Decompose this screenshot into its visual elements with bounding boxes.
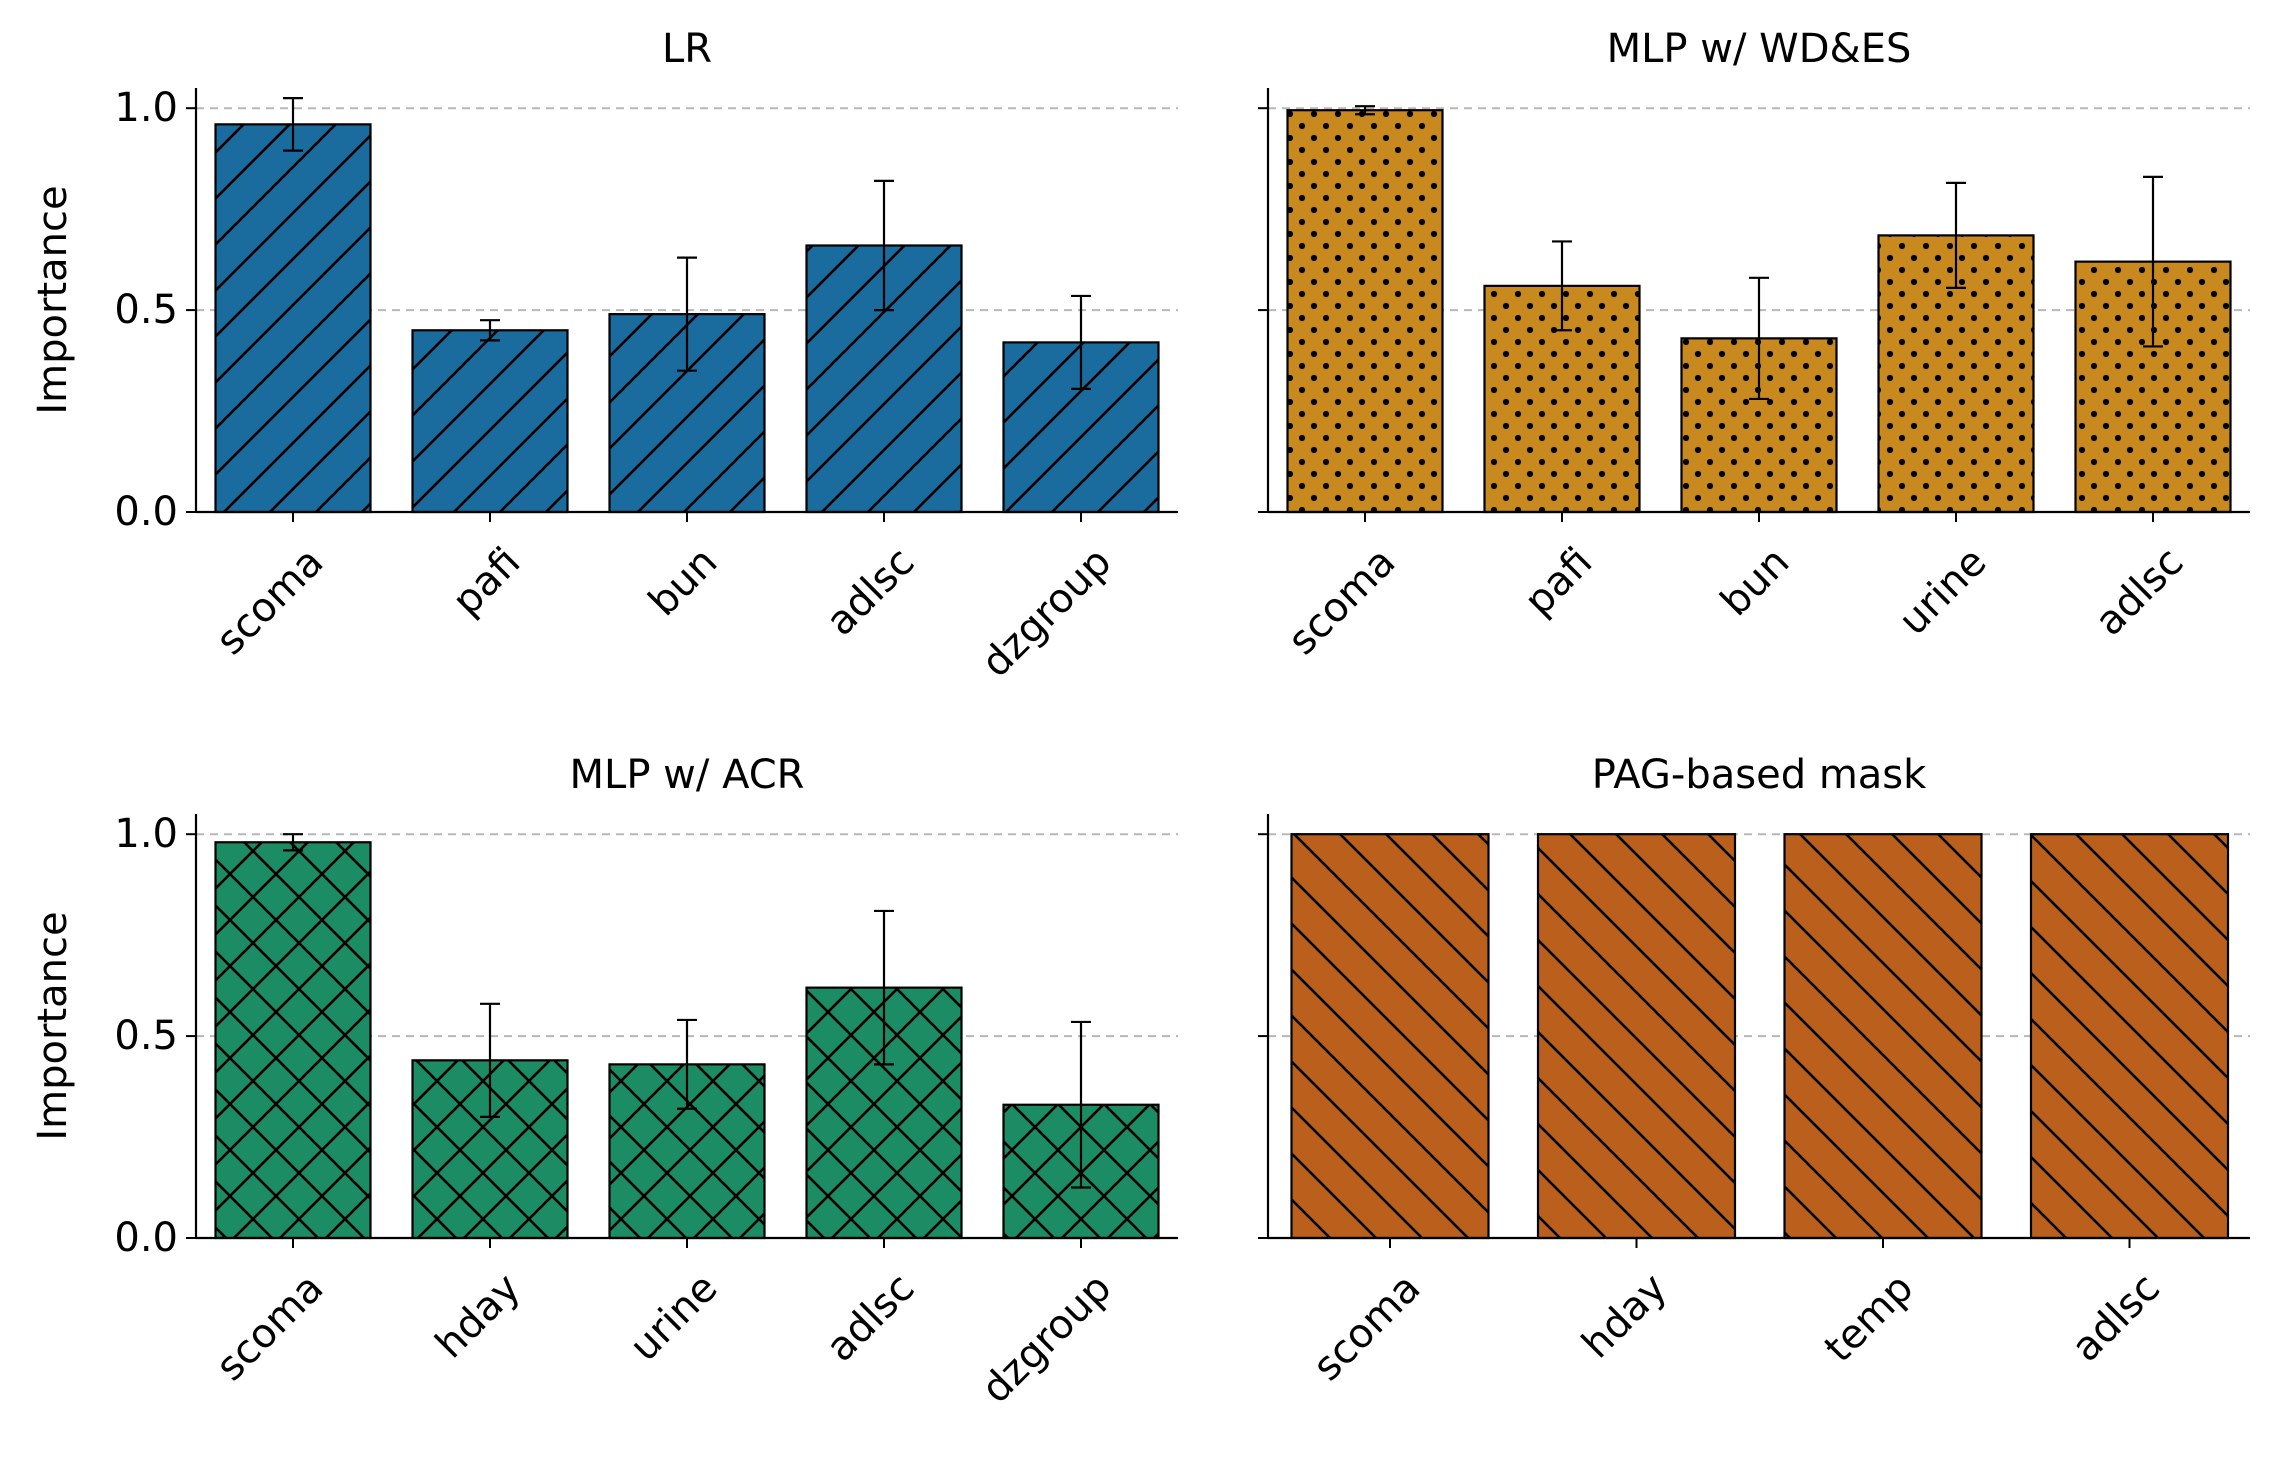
y-tick-label: 0.5 — [114, 287, 178, 333]
x-tick-label: pafi — [444, 539, 530, 625]
x-tick-label: scoma — [207, 1265, 332, 1390]
y-axis-label: Importance — [30, 185, 76, 414]
bar-hatch — [1290, 833, 1490, 1240]
x-tick-label: scoma — [1279, 539, 1404, 664]
x-tick-label: bun — [1712, 539, 1798, 625]
x-tick-label: adlsc — [817, 1265, 923, 1371]
x-tick-label: hday — [1573, 1265, 1675, 1367]
x-tick-label: dzgroup — [973, 1265, 1120, 1412]
x-tick-label: bun — [640, 539, 726, 625]
chart-panel: PAG-based mask scoma hday temp adlsc — [1258, 752, 2250, 1390]
chart-title: PAG-based mask — [1592, 752, 1927, 798]
x-tick-label: urine — [621, 1265, 726, 1370]
y-tick-label: 0.0 — [114, 489, 178, 535]
x-tick-label: temp — [1816, 1265, 1923, 1372]
y-tick-label: 0.5 — [114, 1013, 178, 1059]
x-tick-label: urine — [1890, 539, 1995, 644]
chart-panel: LR scoma pafi bun adlsc dzgroup 0.0 0.5 1.0 Impor… — [30, 26, 1178, 686]
chart-panel: MLP w/ ACR scoma hday urine adlsc dzgroup 0.0 0… — [30, 752, 1178, 1412]
chart-title: MLP w/ WD&ES — [1607, 26, 1912, 72]
y-tick-label: 1.0 — [114, 811, 178, 857]
bar-hatch — [214, 841, 372, 1240]
bar-hatch — [1783, 833, 1983, 1240]
y-axis-label: Importance — [30, 911, 76, 1140]
x-tick-label: adlsc — [817, 539, 923, 645]
x-tick-label: adlsc — [2063, 1265, 2169, 1371]
bar-hatch — [411, 329, 569, 514]
y-tick-label: 0.0 — [114, 1215, 178, 1261]
x-tick-label: pafi — [1516, 539, 1602, 625]
x-tick-label: hday — [427, 1265, 529, 1367]
chart-panel: MLP w/ WD&ES scoma pafi bun urine adlsc — [1258, 26, 2250, 664]
bar-hatch — [1536, 833, 1737, 1240]
bar-hatch — [2029, 833, 2230, 1240]
x-tick-label: adlsc — [2086, 539, 2192, 645]
chart-title: MLP w/ ACR — [570, 752, 805, 798]
chart-title: LR — [662, 26, 712, 72]
bar-hatch — [214, 123, 372, 514]
x-tick-label: scoma — [1304, 1265, 1429, 1390]
x-tick-label: dzgroup — [973, 539, 1120, 686]
x-tick-label: scoma — [207, 539, 332, 664]
bar-hatch — [1286, 109, 1444, 514]
y-tick-label: 1.0 — [114, 85, 178, 131]
